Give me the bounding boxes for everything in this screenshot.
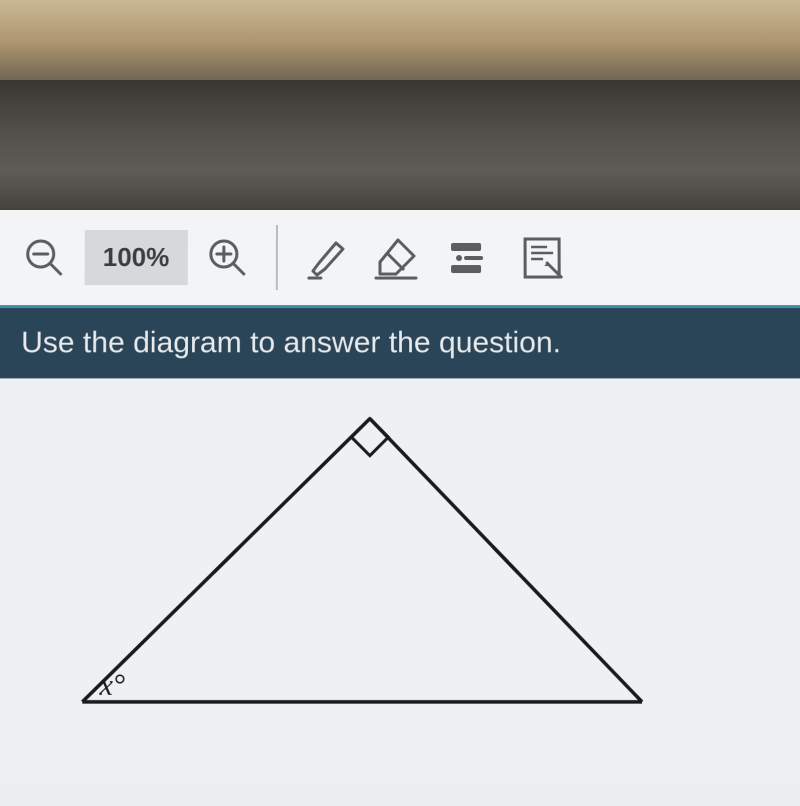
toolbar: 100% [0,210,800,308]
stack-button[interactable] [436,227,496,287]
laptop-bezel [0,80,800,212]
eraser-button[interactable] [365,227,425,287]
stack-icon [441,232,491,282]
zoom-out-button[interactable] [14,227,74,287]
note-icon [517,232,567,282]
toolbar-divider [275,225,277,290]
diagram-area: x° [0,378,800,783]
zoom-in-button[interactable] [197,227,257,287]
angle-label: x° [98,668,125,702]
zoom-in-icon [205,235,249,279]
highlighter-icon [300,232,350,282]
zoom-level: 100% [85,230,188,285]
zoom-out-icon [23,235,67,279]
note-button[interactable] [512,227,572,287]
highlighter-button[interactable] [295,227,355,287]
screen-content: 100% [0,210,800,806]
eraser-icon [369,231,421,283]
instruction-bar: Use the diagram to answer the question. [0,308,800,378]
triangle-diagram: x° [27,388,693,732]
